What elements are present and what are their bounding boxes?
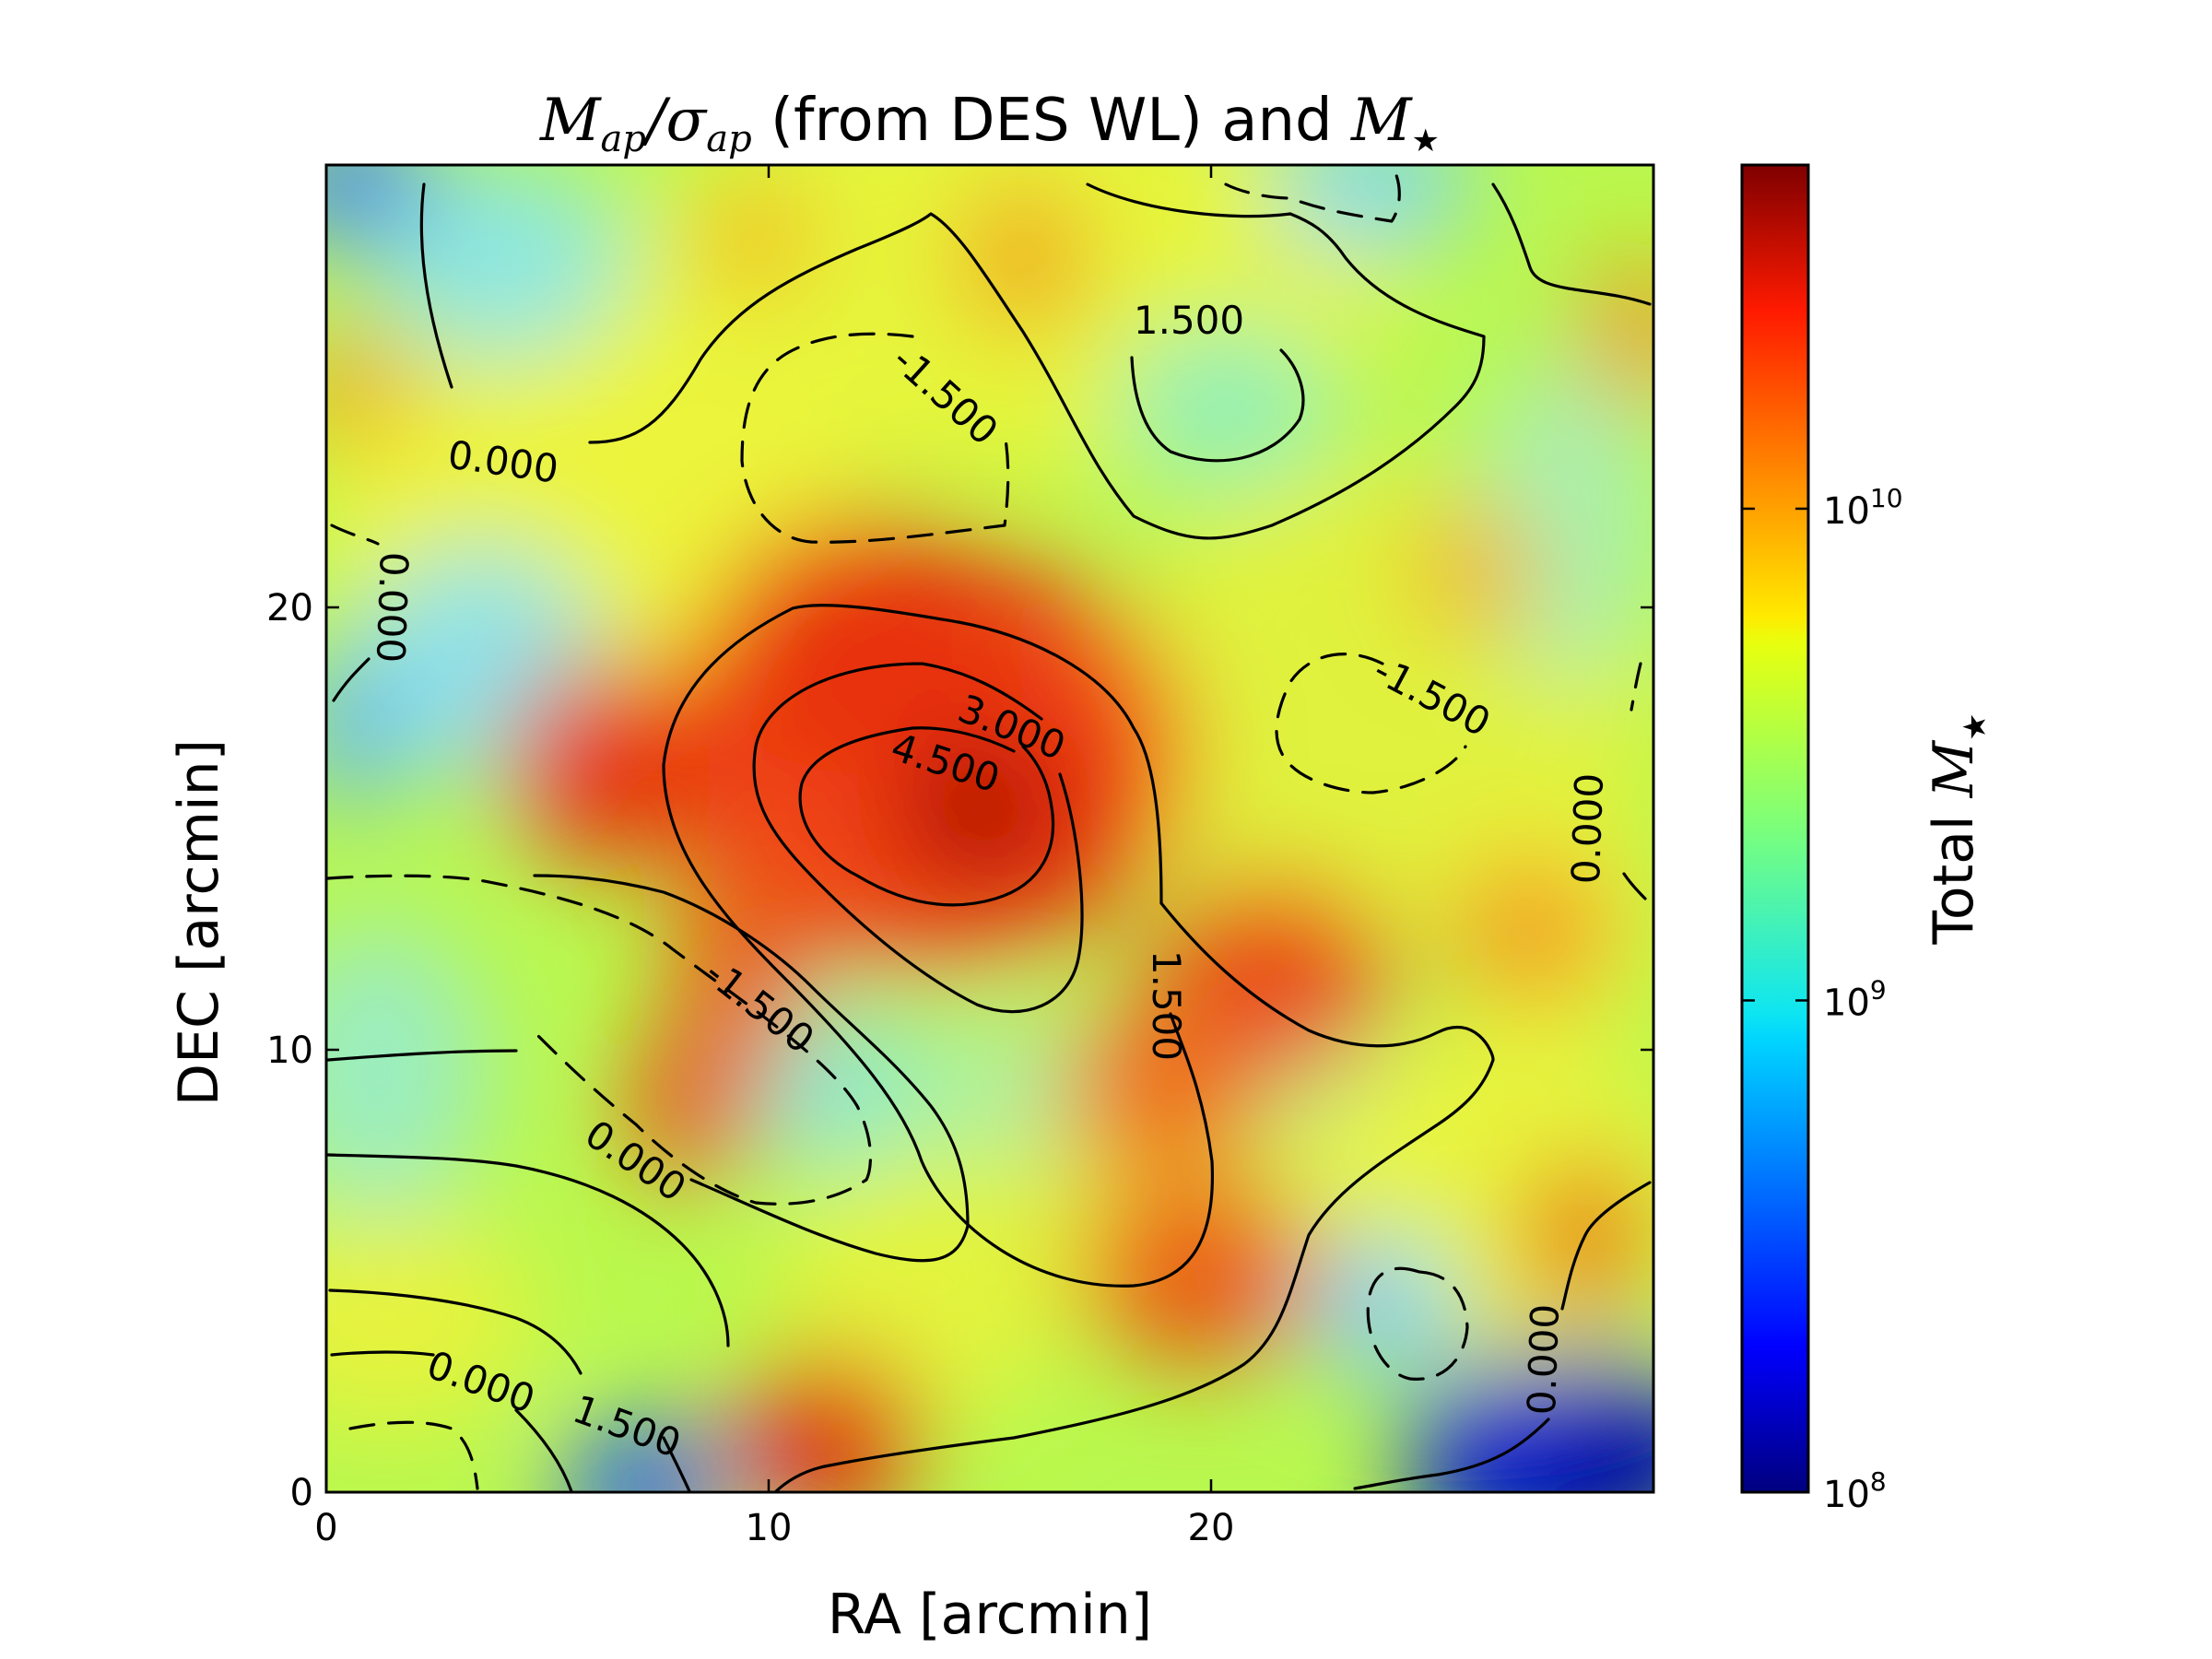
contour-4500-inner xyxy=(911,726,1016,753)
contour-neg1500-left xyxy=(326,874,872,1206)
y-tick-label: 10 xyxy=(266,1030,313,1072)
colorbar-tick-label: 1010 xyxy=(1823,483,1903,533)
x-axis-label: RA [arcmin] xyxy=(828,1583,1152,1647)
contour-1500-mid xyxy=(662,604,1215,1288)
contour-0-bottom-right xyxy=(1353,1181,1652,1490)
contour-1500-bottom-left xyxy=(514,1408,573,1492)
x-tick-label: 0 xyxy=(314,1507,337,1549)
x-axis: 0 10 20 xyxy=(314,165,1234,1549)
contour-label-text: 0.000 xyxy=(368,551,417,664)
contour-4500 xyxy=(798,726,1055,907)
y-tick-label: 0 xyxy=(290,1472,313,1514)
contour-1500-right-lobe xyxy=(772,901,1495,1492)
contour-top-right-edge xyxy=(1491,182,1652,306)
contour-neg1500-right xyxy=(1275,653,1467,794)
contour-label: 0.000 xyxy=(1563,772,1612,885)
contour-label-text: 0.000 xyxy=(1519,1303,1568,1416)
colorbar-tick-label: 108 xyxy=(1823,1466,1887,1516)
contour-0-left-lower xyxy=(326,1153,730,1347)
colorbar: 108 109 1010 Total M★ xyxy=(1740,163,1994,1516)
contour-label-text: 1.500 xyxy=(1144,950,1189,1061)
contour-label-text: 1.500 xyxy=(1134,298,1244,343)
contour-label: 1.500 xyxy=(1134,298,1244,343)
contour-neg1500-small-circle xyxy=(1366,1266,1469,1381)
contour-0-top xyxy=(419,182,1486,540)
contour-label: 0.000 xyxy=(368,551,417,664)
chart-title: Map/σap (from DES WL) and M★ xyxy=(539,87,1440,160)
contour-neg-left-edge xyxy=(330,524,380,546)
plot-frame xyxy=(324,163,1655,1494)
contour-lines xyxy=(326,173,1652,1492)
colorbar-label: Total M★ xyxy=(1922,712,1994,945)
contour-label-text: 0.000 xyxy=(1563,772,1612,885)
y-axis-label: DEC [arcmin] xyxy=(167,739,231,1106)
contour-neg1500-top-edge xyxy=(1224,173,1401,223)
contour-left-edge-short xyxy=(332,657,371,702)
contour-0-left-mid xyxy=(326,874,970,1263)
contour-low-left-dashed xyxy=(348,1420,479,1490)
heatmap xyxy=(326,165,1653,1492)
contour-label: 0.000 xyxy=(1519,1303,1568,1416)
colorbar-ticks: 108 109 1010 xyxy=(1742,483,1903,1516)
y-axis: 0 10 20 xyxy=(266,587,1653,1514)
x-tick-label: 10 xyxy=(746,1507,793,1549)
contour-low-left-1 xyxy=(328,1288,691,1492)
contour-3000 xyxy=(752,662,1084,1014)
y-tick-label: 20 xyxy=(266,587,313,629)
colorbar-tick-label: 109 xyxy=(1823,974,1887,1024)
contour-low-left-2 xyxy=(330,1350,435,1357)
contour-1500-top-right xyxy=(1130,348,1305,463)
x-tick-label: 20 xyxy=(1188,1507,1235,1549)
contour-label: 1.500 xyxy=(1144,950,1189,1061)
contour-neg1500-top xyxy=(740,332,1010,544)
contour-right-edge-2 xyxy=(1622,872,1647,900)
colorbar-gradient xyxy=(1740,163,1810,1494)
contour-right-edge xyxy=(1630,662,1642,712)
